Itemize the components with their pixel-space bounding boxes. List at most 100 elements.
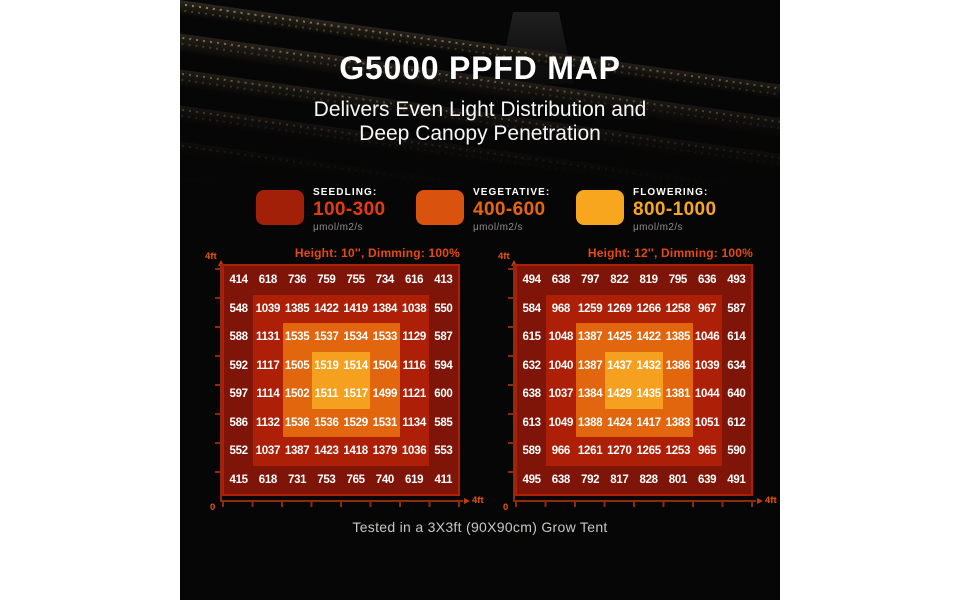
heatmap-cell: 1046: [692, 323, 722, 352]
heatmap-cell: 550: [428, 294, 458, 323]
legend-range: 400-600: [473, 199, 546, 220]
heatmap-cell: 968: [546, 294, 576, 323]
heatmap-cell: 1129: [399, 323, 429, 352]
heatmap-cell: 1519: [311, 351, 341, 380]
ppfd-legend: SEEDLING: 100-300 μmol/m2/s VEGETATIVE: …: [256, 187, 736, 233]
heatmap-cell: 1511: [311, 380, 341, 409]
heatmap-cell: 1134: [399, 408, 429, 437]
heatmap-cell: 638: [546, 465, 576, 494]
product-infographic: G5000 PPFD MAP Delivers Even Light Distr…: [180, 0, 780, 600]
ppfd-panel-height-10: Height: 10'', Dimming: 100% 4ft 414 618 73…: [205, 244, 490, 522]
heatmap-cell: 1386: [663, 351, 693, 380]
heatmap-cell: 494: [517, 266, 547, 295]
heatmap-cell: 415: [224, 465, 254, 494]
heatmap-cell: 765: [341, 465, 371, 494]
heatmap-cell: 1132: [253, 408, 283, 437]
y-axis-max-label: 4ft: [205, 251, 217, 262]
heatmap-cell: 966: [546, 437, 576, 466]
legend-stage-name: SEEDLING:: [313, 187, 378, 198]
heatmap-cell: 759: [311, 266, 341, 295]
heatmap-cell: 1504: [370, 351, 400, 380]
legend-text: VEGETATIVE: 400-600 μmol/m2/s: [473, 187, 550, 233]
heatmap-cell: 634: [721, 351, 751, 380]
heatmap-cell: 1534: [341, 323, 371, 352]
x-axis-max-label: 4ft: [765, 495, 777, 506]
heatmap-cell: 1383: [663, 408, 693, 437]
heatmap-cell: 1385: [282, 294, 312, 323]
heatmap-cell: 585: [428, 408, 458, 437]
y-axis-ticks: [215, 268, 220, 498]
heatmap-cell: 414: [224, 266, 254, 295]
heatmap-cell: 1533: [370, 323, 400, 352]
ppfd-heatmap-grid: 494 638 797 822 819 795 636 493 584 968 1259 1269 12…: [515, 264, 753, 496]
heatmap-cell: 1266: [634, 294, 664, 323]
heatmap-cell: 553: [428, 437, 458, 466]
heatmap-cell: 1529: [341, 408, 371, 437]
legend-range: 100-300: [313, 199, 386, 220]
heatmap-cell: 614: [721, 323, 751, 352]
heatmap-cell: 1259: [575, 294, 605, 323]
heatmap-cell: 822: [604, 266, 634, 295]
heatmap-cell: 755: [341, 266, 371, 295]
heatmap-cell: 1417: [634, 408, 664, 437]
heatmap-cell: 1537: [311, 323, 341, 352]
panel-title: Height: 10'', Dimming: 100%: [294, 246, 460, 260]
heatmap-cell: 1379: [370, 437, 400, 466]
y-axis-arrow-icon: [217, 260, 224, 266]
heatmap-cell: 1418: [341, 437, 371, 466]
y-axis-max-label: 4ft: [498, 251, 510, 262]
legend-text: FLOWERING: 800-1000 μmol/m2/s: [633, 187, 717, 233]
heatmap-cell: 1040: [546, 351, 576, 380]
heatmap-cell: 1384: [575, 380, 605, 409]
legend-unit: μmol/m2/s: [313, 222, 363, 233]
heatmap-cell: 1531: [370, 408, 400, 437]
heatmap-cell: 619: [399, 465, 429, 494]
heatmap-cell: 967: [692, 294, 722, 323]
heatmap-cell: 1505: [282, 351, 312, 380]
heatmap-cell: 1437: [604, 351, 634, 380]
heatmap-cell: 548: [224, 294, 254, 323]
heatmap-cell: 616: [399, 266, 429, 295]
heatmap-cell: 1049: [546, 408, 576, 437]
heatmap-cell: 589: [517, 437, 547, 466]
ppfd-heatmap-grid: 414 618 736 759 755 734 616 413 548 1039 1385 1422 1…: [222, 264, 460, 496]
x-axis-arrow-icon: [464, 497, 470, 504]
heatmap-cell: 1423: [311, 437, 341, 466]
heatmap-cell: 586: [224, 408, 254, 437]
heatmap-cell: 590: [721, 437, 751, 466]
y-axis: [513, 264, 515, 500]
heatmap-cell: 1499: [370, 380, 400, 409]
heatmap-cell: 1036: [399, 437, 429, 466]
heatmap-cell: 1253: [663, 437, 693, 466]
x-axis-arrow-icon: [757, 497, 763, 504]
heatmap-cell: 636: [692, 266, 722, 295]
legend-unit: μmol/m2/s: [473, 222, 523, 233]
heatmap-cell: 584: [517, 294, 547, 323]
heatmap-cell: 801: [663, 465, 693, 494]
heatmap-cell: 795: [663, 266, 693, 295]
heatmap-cell: 618: [253, 266, 283, 295]
heatmap-cell: 1535: [282, 323, 312, 352]
legend-swatch-seedling: [256, 190, 304, 225]
heatmap-cell: 797: [575, 266, 605, 295]
subtitle-line-1: Delivers Even Light Distribution and: [313, 98, 647, 121]
heatmap-cell: 1037: [546, 380, 576, 409]
heatmap-cell: 493: [721, 266, 751, 295]
heatmap-cell: 1384: [370, 294, 400, 323]
heatmap-cell: 792: [575, 465, 605, 494]
legend-swatch-vegetative: [416, 190, 464, 225]
heatmap-cell: 731: [282, 465, 312, 494]
heatmap-cell: 1039: [253, 294, 283, 323]
heatmap-cell: 1116: [399, 351, 429, 380]
ppfd-panel-height-12: Height: 12'', Dimming: 100% 4ft 494 638 79…: [498, 244, 780, 522]
heatmap-cell: 1424: [604, 408, 634, 437]
heatmap-cell: 639: [692, 465, 722, 494]
heatmap-cell: 1387: [575, 351, 605, 380]
heatmap-cell: 1258: [663, 294, 693, 323]
heatmap-cell: 411: [428, 465, 458, 494]
heatmap-cell: 495: [517, 465, 547, 494]
y-axis-ticks: [508, 268, 513, 498]
heatmap-cell: 1117: [253, 351, 283, 380]
heatmap-cell: 1387: [282, 437, 312, 466]
heatmap-cell: 1261: [575, 437, 605, 466]
